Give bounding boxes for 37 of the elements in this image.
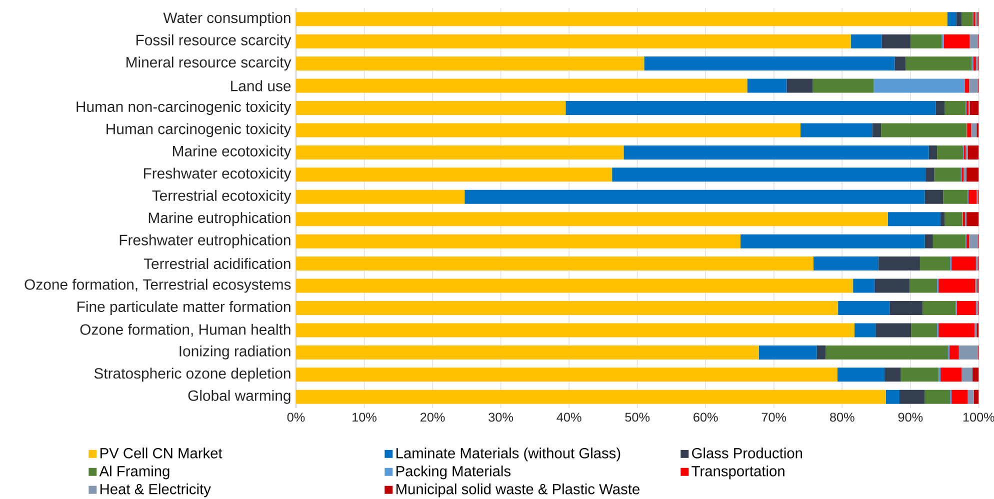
x-tick-label: 70%: [762, 412, 786, 422]
y-tick-label: Ozone formation, Human health: [80, 324, 290, 337]
y-tick-label: Marine eutrophication: [148, 212, 290, 226]
legend-label: Packing Materials: [396, 466, 510, 480]
y-tick-label: Water consumption: [163, 12, 290, 26]
legend-label: Al Framing: [99, 466, 170, 480]
y-tick-label: Human carcinogenic toxicity: [106, 123, 292, 138]
y-tick-label: Fossil resource scarcity: [136, 34, 292, 48]
x-tick-label: 100%: [963, 412, 994, 422]
y-tick-label: Land use: [231, 80, 291, 92]
legend-label: Laminate Materials (without Glass): [396, 448, 620, 462]
legend-label: Heat & Electricity: [100, 484, 211, 498]
y-tick-label: Ionizing radiation: [180, 346, 290, 360]
x-tick-label: 20%: [420, 412, 445, 422]
y-tick-label: Ozone formation, Terrestrial ecosystems: [24, 278, 291, 293]
x-tick-label: 0%: [287, 412, 305, 422]
x-tick-label: 40%: [556, 412, 582, 422]
y-tick-label: Terrestrial ecotoxicity: [152, 190, 292, 204]
legend-label: Glass Production: [692, 448, 802, 458]
legend-label: Municipal solid waste & Plastic Waste: [396, 484, 640, 498]
y-tick-label: Freshwater ecotoxicity: [144, 168, 292, 182]
y-tick-label: Human non-carcinogenic toxicity: [76, 101, 292, 115]
x-tick-label: 30%: [488, 412, 514, 422]
y-tick-label: Freshwater eutrophication: [120, 234, 290, 248]
y-tick-label: Fine particulate matter formation: [78, 301, 290, 315]
x-tick-label: 50%: [625, 412, 650, 422]
x-tick-label: 80%: [830, 412, 854, 422]
legend-label: Transportation: [692, 466, 784, 480]
y-tick-label: Global warming: [188, 390, 290, 404]
y-tick-label: Terrestrial acidification: [144, 258, 290, 270]
x-tick-label: 60%: [694, 412, 718, 422]
x-tick-label: 10%: [352, 412, 376, 422]
y-tick-label: Marine ecotoxicity: [173, 145, 292, 160]
y-tick-label: Stratospheric ozone depletion: [94, 368, 290, 382]
x-tick-label: 90%: [898, 412, 923, 422]
legend-label: PV Cell CN Market: [100, 448, 222, 458]
y-tick-label: Mineral resource scarcity: [126, 56, 292, 71]
